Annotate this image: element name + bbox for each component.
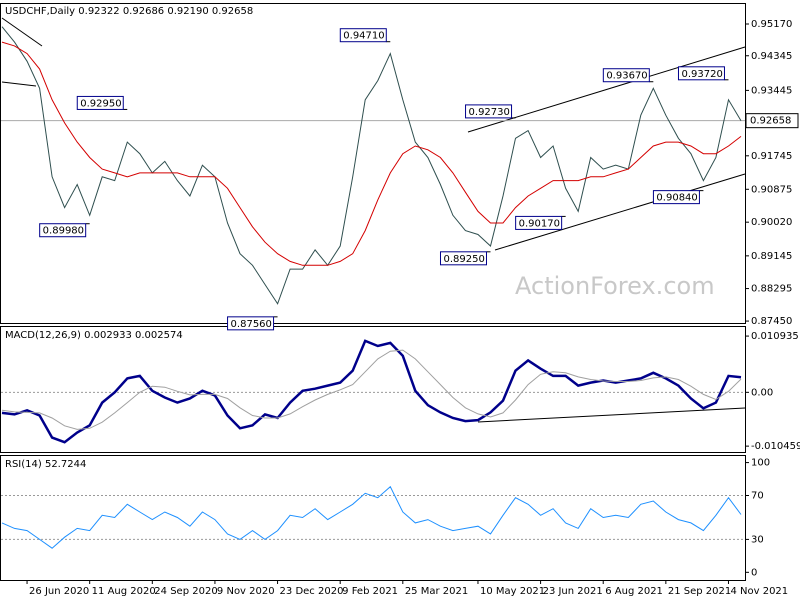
annotation-label: 0.90170 bbox=[519, 218, 560, 229]
annotation-label: 0.90840 bbox=[656, 193, 697, 204]
rsi-panel bbox=[0, 455, 746, 581]
annotation-box bbox=[339, 28, 387, 43]
x-tick-label: 4 Nov 2021 bbox=[730, 586, 788, 597]
annotation-label: 0.87560 bbox=[231, 319, 272, 330]
y-tick-label: 0.00 bbox=[751, 387, 773, 398]
x-tick-label: 10 May 2021 bbox=[480, 586, 545, 597]
price-title: USDCHF,Daily 0.92322 0.92686 0.92190 0.9… bbox=[5, 6, 253, 17]
series-line bbox=[1, 349, 742, 430]
x-tick-label: 11 Aug 2020 bbox=[92, 586, 156, 597]
annotation-label: 0.89250 bbox=[443, 254, 484, 265]
x-tick-label: 9 Feb 2021 bbox=[342, 586, 398, 597]
y-tick-label: 0.89145 bbox=[751, 251, 792, 262]
y-tick-label: 0.91745 bbox=[751, 151, 792, 162]
annotation-box bbox=[227, 316, 275, 331]
x-tick-label: 24 Sep 2020 bbox=[154, 586, 217, 597]
trendline bbox=[1, 81, 37, 87]
macd-panel bbox=[0, 326, 746, 453]
y-tick-label: 0.93445 bbox=[751, 85, 792, 96]
y-tick-label: 0.90020 bbox=[751, 217, 792, 228]
x-tick-label: 6 Aug 2021 bbox=[605, 586, 663, 597]
annotation-label: 0.94710 bbox=[343, 31, 384, 42]
current-price-label: 0.92658 bbox=[750, 116, 791, 127]
macd-title: MACD(12,26,9) 0.002933 0.002574 bbox=[5, 330, 183, 341]
annotation-label: 0.93720 bbox=[681, 69, 722, 80]
y-tick-label: -0.010459 bbox=[751, 441, 800, 452]
macd-trendline bbox=[477, 407, 746, 423]
annotation-box bbox=[652, 190, 700, 205]
annotation-label: 0.92730 bbox=[469, 107, 510, 118]
y-tick-label: 0 bbox=[751, 567, 757, 578]
series-line bbox=[1, 41, 742, 266]
annotation-box bbox=[515, 215, 563, 230]
x-tick-label: 26 Jun 2020 bbox=[29, 586, 89, 597]
x-tick-label: 21 Sep 2021 bbox=[668, 586, 731, 597]
annotation-box bbox=[439, 251, 487, 266]
current-price-box bbox=[745, 113, 799, 129]
y-tick-label: 30 bbox=[751, 534, 764, 545]
y-tick-label: 0.88295 bbox=[751, 284, 792, 295]
price-panel bbox=[0, 3, 746, 324]
y-tick-label: 0.90875 bbox=[751, 184, 792, 195]
y-tick-label: 0.87450 bbox=[751, 316, 792, 327]
y-tick-label: 0.94345 bbox=[751, 51, 792, 62]
series-line bbox=[1, 26, 742, 305]
annotation-box bbox=[39, 223, 87, 238]
annotation-label: 0.93670 bbox=[606, 71, 647, 82]
annotation-box bbox=[465, 104, 513, 119]
y-tick-label: 100 bbox=[751, 458, 770, 469]
annotation-label: 0.92950 bbox=[80, 98, 121, 109]
series-line bbox=[1, 339, 742, 444]
annotation-box bbox=[602, 68, 650, 83]
annotation-label: 0.89980 bbox=[43, 226, 84, 237]
annotation-box bbox=[677, 66, 725, 81]
y-tick-label: 70 bbox=[751, 491, 764, 502]
trendline bbox=[1, 17, 43, 47]
x-tick-label: 23 Dec 2020 bbox=[280, 586, 344, 597]
watermark: ActionForex.com bbox=[515, 272, 715, 300]
channel-bottom bbox=[494, 173, 746, 251]
x-tick-label: 25 Mar 2021 bbox=[405, 586, 468, 597]
y-tick-label: 0.010935 bbox=[751, 331, 799, 342]
series-line bbox=[1, 485, 742, 549]
rsi-title: RSI(14) 52.7244 bbox=[5, 459, 86, 470]
x-tick-label: 9 Nov 2020 bbox=[217, 586, 275, 597]
x-tick-label: 23 Jun 2021 bbox=[543, 586, 603, 597]
annotation-box bbox=[76, 95, 124, 110]
y-tick-label: 0.95170 bbox=[751, 19, 792, 30]
